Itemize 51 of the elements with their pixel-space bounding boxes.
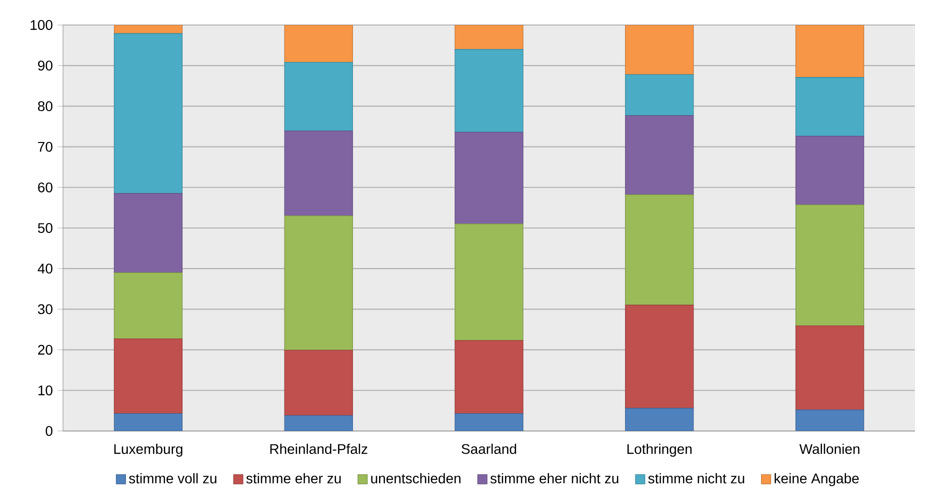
legend-label: keine Angabe xyxy=(774,473,859,486)
bar xyxy=(795,136,864,206)
x-tick-label: Wallonien xyxy=(799,444,860,454)
bar xyxy=(625,194,694,306)
legend-label: stimme eher zu xyxy=(246,473,341,484)
bar xyxy=(454,413,524,431)
bar xyxy=(114,272,183,340)
x-tick-label: Luxemburg xyxy=(114,444,182,457)
bar xyxy=(454,224,524,341)
legend-label: unentschieden xyxy=(371,473,460,484)
bar xyxy=(114,33,183,194)
y-tick-label: 0 xyxy=(46,426,52,436)
bar xyxy=(795,24,864,78)
bar xyxy=(114,193,183,273)
y-tick-label: 70 xyxy=(38,142,52,152)
bar xyxy=(284,62,353,132)
bar xyxy=(454,49,524,133)
y-tick-label: 60 xyxy=(38,182,52,192)
legend-label: stimme eher nicht zu xyxy=(490,473,618,484)
bar xyxy=(795,204,864,326)
bar xyxy=(284,215,353,351)
y-tick-label: 20 xyxy=(38,344,52,355)
bar xyxy=(454,340,524,414)
y-tick-label: 90 xyxy=(38,60,52,71)
y-tick-label: 80 xyxy=(38,101,52,112)
bar xyxy=(625,115,694,196)
x-tick-label: Saarland xyxy=(462,444,516,454)
bar xyxy=(454,132,524,224)
bar xyxy=(284,130,353,216)
bar xyxy=(284,415,353,431)
legend-label: stimme voll zu xyxy=(128,473,216,484)
bar xyxy=(625,74,694,116)
bar xyxy=(454,24,524,50)
y-tick-label: 40 xyxy=(38,264,52,274)
bar xyxy=(625,408,694,431)
bar xyxy=(114,338,183,414)
legend-label: stimme nicht zu xyxy=(648,473,744,484)
x-tick-label: Lothringen xyxy=(627,444,692,457)
x-tick-label: Rheinland-Pfalz xyxy=(270,444,368,454)
bar xyxy=(284,350,353,416)
bar xyxy=(114,413,183,431)
bar xyxy=(795,410,864,431)
y-tick-label: 10 xyxy=(38,385,52,396)
y-tick-label: 50 xyxy=(38,223,52,233)
y-tick-label: 30 xyxy=(38,304,52,314)
y-tick-label: 100 xyxy=(30,20,52,30)
bar xyxy=(795,77,864,137)
bar xyxy=(284,24,353,63)
bar xyxy=(795,326,864,410)
bar xyxy=(625,24,694,75)
bar xyxy=(625,304,694,409)
